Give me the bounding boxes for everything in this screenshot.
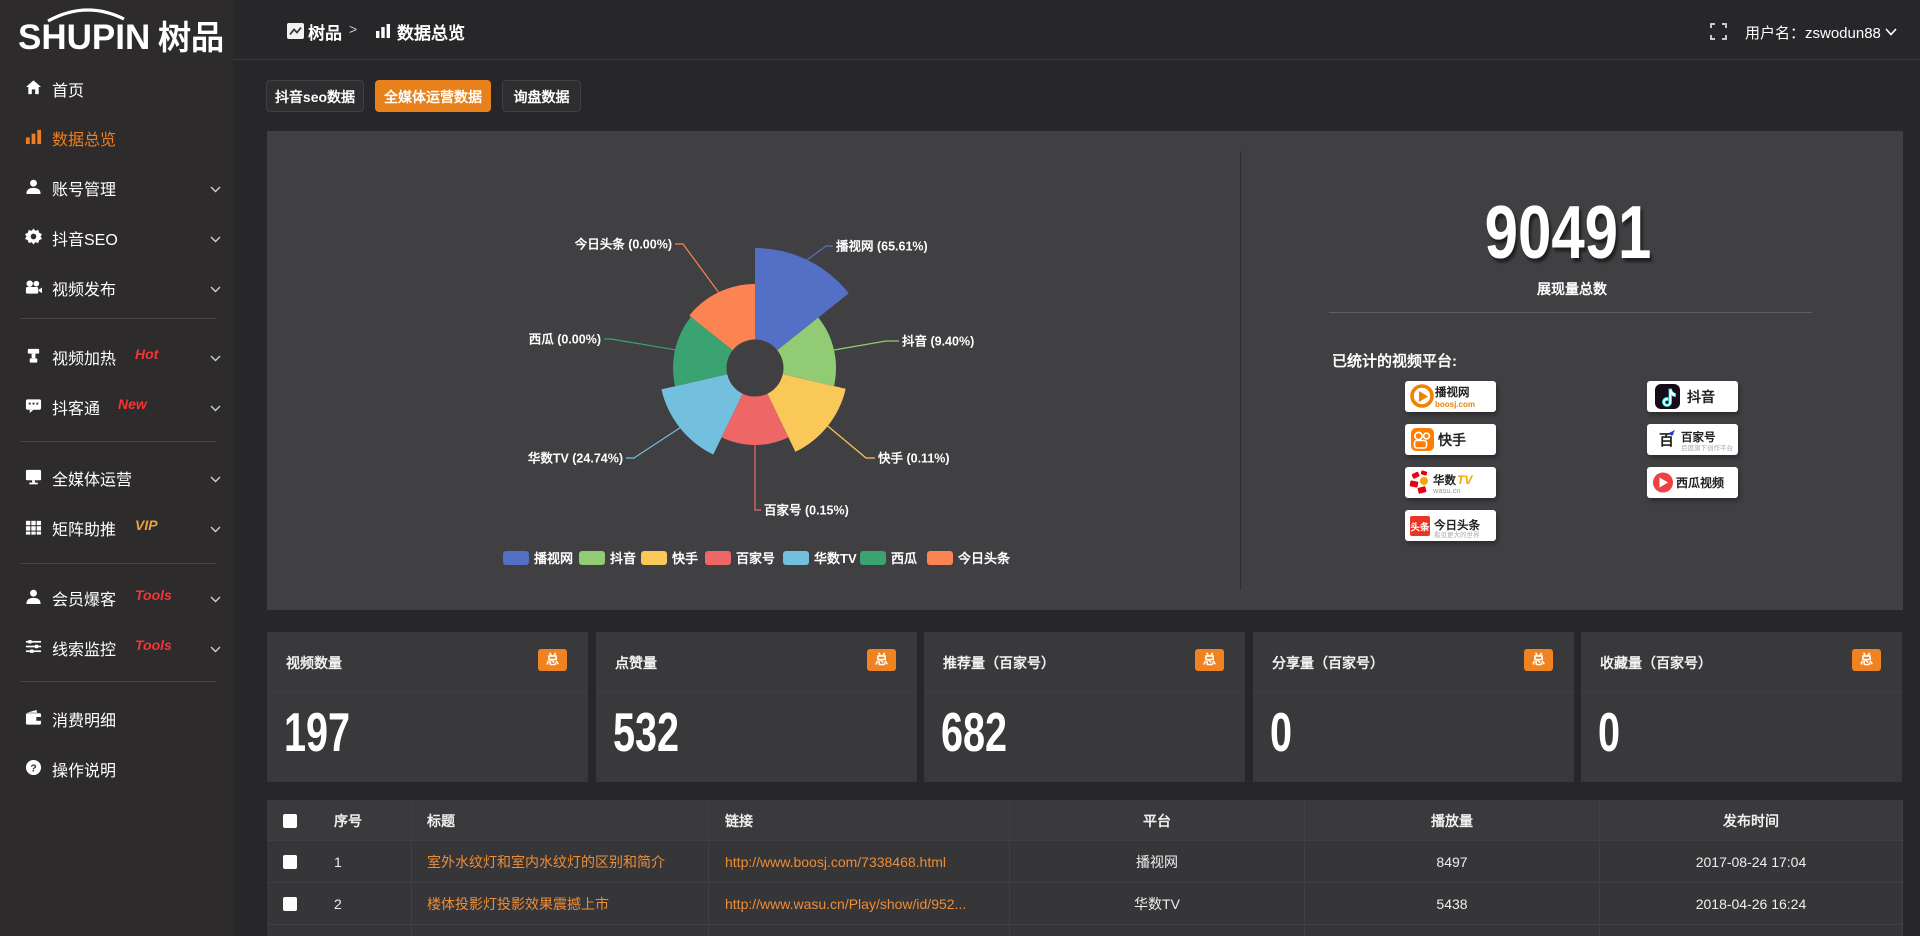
svg-text:百: 百 (1659, 432, 1674, 449)
svg-text:TV: TV (1457, 473, 1473, 487)
svg-text:百度旗下创作平台: 百度旗下创作平台 (1681, 443, 1733, 452)
svg-text:快手: 快手 (672, 551, 698, 566)
svg-text:百家号: 百家号 (1681, 430, 1716, 444)
svg-text:头条: 头条 (1410, 522, 1430, 534)
svg-text:西瓜视频: 西瓜视频 (1676, 475, 1724, 490)
svg-text:华数TV (24.74%): 华数TV (24.74%) (528, 451, 623, 466)
svg-text:西瓜: 西瓜 (891, 551, 917, 566)
svg-text:?: ? (30, 763, 36, 774)
svg-text:今日头条: 今日头条 (1433, 518, 1480, 532)
svg-text:抖音: 抖音 (1687, 389, 1715, 405)
svg-text:百家号: 百家号 (736, 551, 775, 566)
svg-text:抖音 (9.40%): 抖音 (9.40%) (902, 334, 974, 349)
svg-text:快手: 快手 (1438, 432, 1466, 448)
svg-text:boosj.com: boosj.com (1435, 400, 1475, 409)
svg-text:华数TV: 华数TV (814, 551, 857, 566)
svg-text:wasu.cn: wasu.cn (1432, 486, 1461, 495)
svg-text:今日头条 (0.00%): 今日头条 (0.00%) (574, 237, 672, 252)
svg-text:百家号 (0.15%): 百家号 (0.15%) (764, 503, 849, 518)
svg-text:今日头条: 今日头条 (957, 551, 1011, 566)
svg-text:抖音: 抖音 (610, 551, 636, 566)
svg-text:播视网 (65.61%): 播视网 (65.61%) (836, 239, 928, 254)
svg-text:SHUPIN: SHUPIN (18, 18, 150, 54)
svg-text:看见更大的世界: 看见更大的世界 (1434, 530, 1480, 539)
svg-text:树品: 树品 (158, 19, 224, 54)
svg-text:西瓜 (0.00%): 西瓜 (0.00%) (529, 333, 601, 347)
svg-text:播视网: 播视网 (534, 551, 573, 566)
svg-text:华数: 华数 (1433, 473, 1456, 487)
svg-text:快手 (0.11%): 快手 (0.11%) (878, 451, 950, 466)
svg-text:播视网: 播视网 (1435, 385, 1470, 399)
